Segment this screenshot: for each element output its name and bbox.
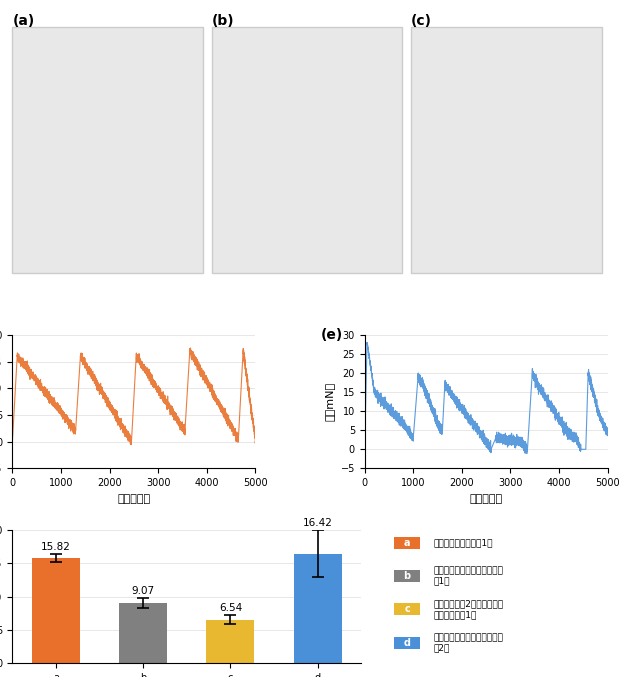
- Y-axis label: 力（mN）: 力（mN）: [325, 382, 335, 421]
- Text: d: d: [404, 638, 410, 648]
- Text: 15.82: 15.82: [41, 542, 71, 552]
- Bar: [294, 554, 342, 663]
- Bar: [394, 570, 420, 582]
- Bar: [394, 537, 420, 548]
- Bar: [212, 26, 402, 274]
- Text: a: a: [404, 538, 410, 548]
- X-axis label: 時間（秒）: 時間（秒）: [469, 494, 503, 504]
- Bar: [206, 619, 254, 663]
- Bar: [411, 26, 601, 274]
- Text: b: b: [404, 571, 410, 581]
- Text: (a): (a): [12, 14, 35, 28]
- Text: c: c: [404, 605, 410, 614]
- Bar: [119, 603, 167, 663]
- Text: (c): (c): [411, 14, 432, 28]
- Text: 6.54: 6.54: [219, 603, 242, 613]
- Bar: [394, 637, 420, 649]
- Text: 切り離した直後のオジギソウ
枝2本: 切り離した直後のオジギソウ 枝2本: [433, 633, 503, 653]
- Text: (b): (b): [212, 14, 234, 28]
- Text: 鉢植えオジギソウ枝1本: 鉢植えオジギソウ枝1本: [433, 538, 493, 547]
- Text: (e): (e): [321, 328, 343, 342]
- Text: 切り離した後2週間経過した
オジギソウ枝1本: 切り離した後2週間経過した オジギソウ枝1本: [433, 600, 503, 619]
- Bar: [32, 558, 80, 663]
- Text: 16.42: 16.42: [303, 519, 332, 528]
- Text: 9.07: 9.07: [131, 586, 155, 596]
- Bar: [12, 26, 203, 274]
- X-axis label: 時間（秒）: 時間（秒）: [117, 494, 151, 504]
- Bar: [394, 603, 420, 615]
- Text: 切り離した直後のオジギソウ
枝1本: 切り離した直後のオジギソウ 枝1本: [433, 566, 503, 586]
